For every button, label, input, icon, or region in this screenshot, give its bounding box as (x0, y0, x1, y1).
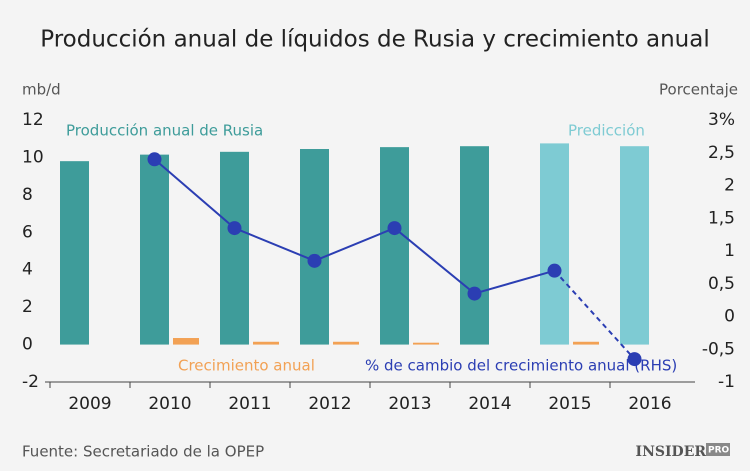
chart-title: Producción anual de líquidos de Rusia y … (40, 27, 709, 53)
bar (540, 143, 569, 345)
legend-label: Predicción (568, 122, 645, 140)
x-tick-label: 2009 (68, 394, 111, 414)
y2-tick-label: 2 (724, 176, 735, 196)
y2-tick-label: -0,5 (702, 339, 735, 359)
line (153, 158, 555, 295)
bar (573, 341, 599, 345)
bar (333, 341, 359, 345)
y2-tick-label: 0,5 (708, 274, 735, 294)
x-tick-label: 2010 (148, 394, 191, 414)
bar (140, 154, 169, 345)
y-tick-label: 12 (22, 110, 44, 130)
logo-badge (706, 443, 730, 456)
bar (460, 146, 489, 345)
legend-label: Crecimiento anual (178, 357, 315, 375)
logo: INSIDER (636, 444, 707, 460)
bar (60, 161, 89, 345)
bar (620, 146, 649, 345)
y2-tick-label: 3% (708, 110, 735, 130)
point (467, 286, 482, 301)
y2-tick-label: 2,5 (708, 143, 735, 163)
y2-tick-label: 0 (724, 307, 735, 327)
y-axis-label: mb/d (22, 81, 61, 99)
x-tick-label: 2014 (468, 394, 511, 414)
bar (253, 341, 279, 345)
bar (380, 147, 409, 345)
line-forecast (553, 269, 636, 360)
y-tick-label: -2 (22, 372, 39, 392)
point (547, 263, 562, 278)
point (387, 221, 402, 236)
y2-axis-label: Porcentaje (659, 81, 738, 99)
y-tick-label: 8 (22, 185, 33, 205)
y-tick-label: 4 (22, 260, 33, 280)
y-tick-label: 6 (22, 222, 33, 242)
y2-tick-label: 1 (724, 241, 735, 261)
y2-tick-label: -1 (718, 372, 735, 392)
point (307, 253, 322, 268)
x-tick-label: 2013 (388, 394, 431, 414)
x-tick-label: 2015 (548, 394, 591, 414)
y-tick-label: 0 (22, 335, 33, 355)
x-tick-label: 2016 (628, 394, 671, 414)
x-tick-label: 2011 (228, 394, 271, 414)
bar (300, 149, 329, 345)
bar (173, 338, 199, 345)
source: Fuente: Secretariado de la OPEP (22, 443, 264, 461)
point (147, 152, 162, 167)
legend-label: Producción anual de Rusia (66, 122, 263, 140)
legend-label: % de cambio del crecimiento anual (RHS) (365, 357, 677, 375)
y-tick-label: 10 (22, 147, 44, 167)
x-tick-label: 2012 (308, 394, 351, 414)
bar (413, 342, 439, 345)
bar (220, 151, 249, 345)
point (627, 352, 642, 367)
y2-tick-label: 1,5 (708, 208, 735, 228)
point (227, 221, 242, 236)
logo-suffix: PRO (708, 446, 730, 456)
y-tick-label: 2 (22, 297, 33, 317)
